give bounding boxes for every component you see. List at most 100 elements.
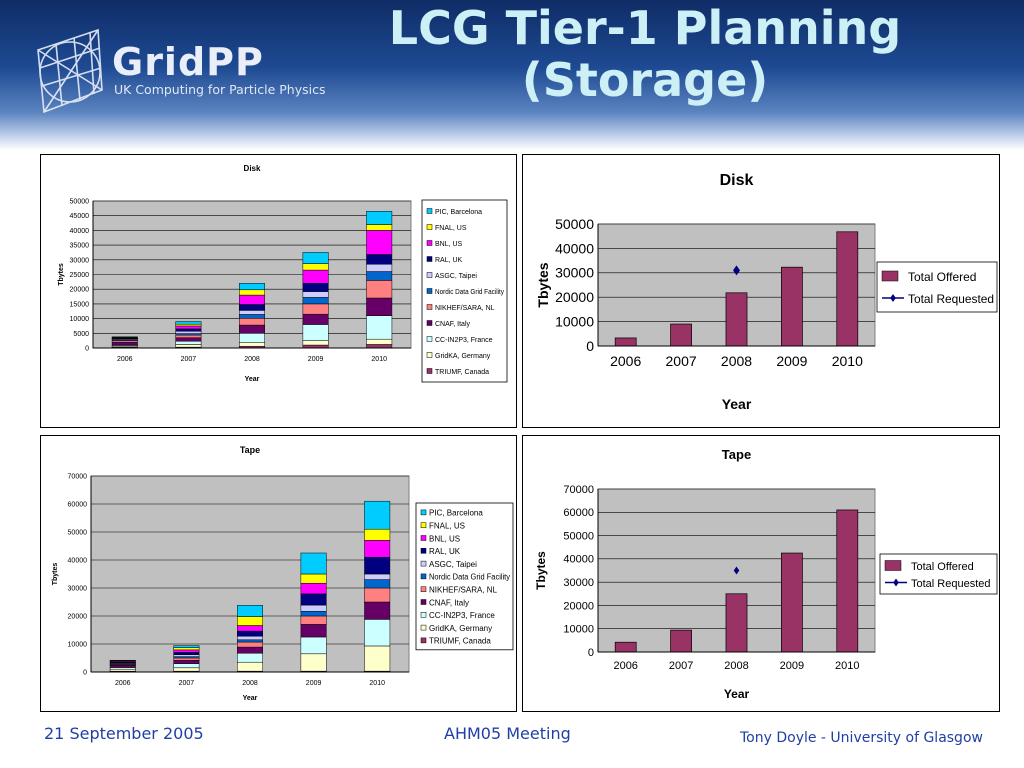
disk-stacked-chart-panel: 0 5000 10000 15000 20000 25000 30000 35000 40000…: [40, 154, 517, 428]
disk-stacked-chart: 0 5000 10000 15000 20000 25000 30000 35000 40000…: [58, 164, 508, 383]
x-axis-label: Year: [245, 376, 260, 383]
bar-segment: [302, 303, 329, 315]
legend-swatch: [420, 560, 427, 567]
legend-swatch: [420, 548, 427, 554]
y-tick-label: 20000: [555, 289, 594, 305]
legend-label: FNAL, US: [429, 521, 465, 530]
bar-segment: [366, 338, 393, 345]
legend-label: ASGC, Taipei: [435, 273, 477, 280]
bar-segment: [366, 263, 393, 272]
legend-swatch: [426, 256, 433, 262]
legend-label: ASGC, Taipei: [429, 560, 477, 569]
bar-segment: [173, 649, 200, 653]
requested-marker: [733, 265, 740, 276]
legend-swatch: [884, 560, 902, 571]
bar-segment: [237, 630, 263, 637]
tape-totals-chart: 0 10000 20000 30000 40000 50000 60000 70000 2006…: [534, 447, 998, 701]
bar-segment: [366, 315, 393, 340]
bar-segment: [302, 313, 329, 325]
footer-date: 21 September 2005: [44, 724, 204, 743]
legend-label: CC-IN2P3, France: [429, 611, 495, 620]
gridpp-globe-icon: [37, 28, 103, 114]
bar: [725, 292, 748, 347]
bar-segment: [239, 314, 265, 319]
bar-segment: [239, 294, 265, 305]
bar-segment: [364, 528, 391, 541]
x-tick-label: 2009: [776, 353, 807, 369]
bar: [836, 231, 859, 347]
bar-segment: [364, 579, 391, 589]
bar-segment: [109, 667, 136, 670]
legend-label: FNAL, US: [435, 225, 467, 232]
legend-label: Nordic Data Grid Facility: [435, 289, 504, 296]
bar-segment: [300, 615, 327, 625]
bar-segment: [300, 552, 327, 575]
disk-totals-chart: 0 10000 20000 30000 40000 50000 2006 2007 2008 20…: [535, 172, 998, 412]
legend-label: GridKA, Germany: [429, 624, 492, 633]
y-tick-label: 35000: [70, 243, 90, 250]
y-tick-label: 10000: [555, 314, 594, 330]
x-axis-label: Year: [724, 687, 750, 701]
bar-segment: [175, 334, 202, 338]
bar-segment: [364, 587, 391, 603]
legend-label: RAL, UK: [435, 257, 463, 264]
bar-segment: [173, 659, 200, 664]
chart-title: Disk: [244, 164, 261, 173]
bar-segment: [175, 340, 202, 345]
legend-label: CNAF, Italy: [429, 598, 469, 607]
x-tick-label: 2009: [308, 356, 324, 363]
y-tick-label: 30000: [68, 585, 88, 592]
bar-segment: [300, 636, 327, 655]
x-tick-label: 2008: [724, 660, 748, 672]
bar-segment: [173, 657, 200, 661]
bar-segment: [366, 254, 393, 265]
bar-segment: [300, 604, 327, 612]
bar-segment: [237, 646, 263, 654]
bar: [781, 552, 803, 653]
x-axis-label: Year: [722, 396, 752, 412]
x-tick-label: 2007: [669, 660, 693, 672]
bar-segment: [175, 323, 202, 327]
slide-title-line2: (Storage): [521, 53, 769, 107]
y-axis-label: Tbytes: [52, 563, 59, 586]
legend-label: BNL, US: [435, 241, 463, 248]
bar-segment: [111, 341, 138, 346]
y-tick-label: 50000: [563, 530, 594, 542]
bar-segment: [109, 659, 136, 662]
legend-swatch: [420, 599, 427, 605]
legend-label: GridKA, Germany: [435, 353, 491, 360]
bar: [614, 337, 637, 347]
bar-segment: [366, 344, 393, 349]
bar-segment: [239, 310, 265, 315]
legend-swatch: [426, 240, 433, 246]
y-tick-label: 15000: [70, 301, 90, 308]
bar-segment: [302, 291, 329, 298]
bar-segment: [302, 252, 329, 264]
legend-swatch: [426, 320, 433, 326]
bar: [614, 641, 637, 653]
bar-segment: [302, 324, 329, 341]
x-tick-label: 2008: [721, 353, 752, 369]
bar-segment: [364, 601, 391, 620]
x-tick-label: 2009: [780, 660, 804, 672]
y-tick-label: 40000: [563, 554, 594, 566]
legend-swatch: [426, 272, 433, 278]
x-tick-label: 2006: [613, 660, 637, 672]
y-tick-label: 40000: [68, 557, 88, 564]
legend-swatch: [420, 624, 427, 631]
bar-segment: [237, 635, 263, 641]
x-axis-label: Year: [243, 695, 258, 702]
x-tick-label: 2010: [835, 660, 859, 672]
chart-title: Disk: [720, 172, 754, 189]
bar-segment: [239, 324, 265, 334]
bar-segment: [300, 653, 327, 672]
bar-segment: [175, 337, 202, 342]
tape-stacked-chart: 0 10000 20000 30000 40000 50000 60000 70000 2006…: [52, 445, 514, 702]
y-tick-label: 45000: [70, 213, 90, 220]
bar-segment: [300, 573, 327, 584]
y-tick-label: 50000: [68, 529, 88, 536]
slide-title-line1: LCG Tier-1 Planning: [388, 1, 902, 55]
legend-swatch: [426, 208, 433, 214]
slide-header: GridPP UK Computing for Particle Physics…: [0, 0, 1024, 150]
bar-segment: [175, 325, 202, 330]
